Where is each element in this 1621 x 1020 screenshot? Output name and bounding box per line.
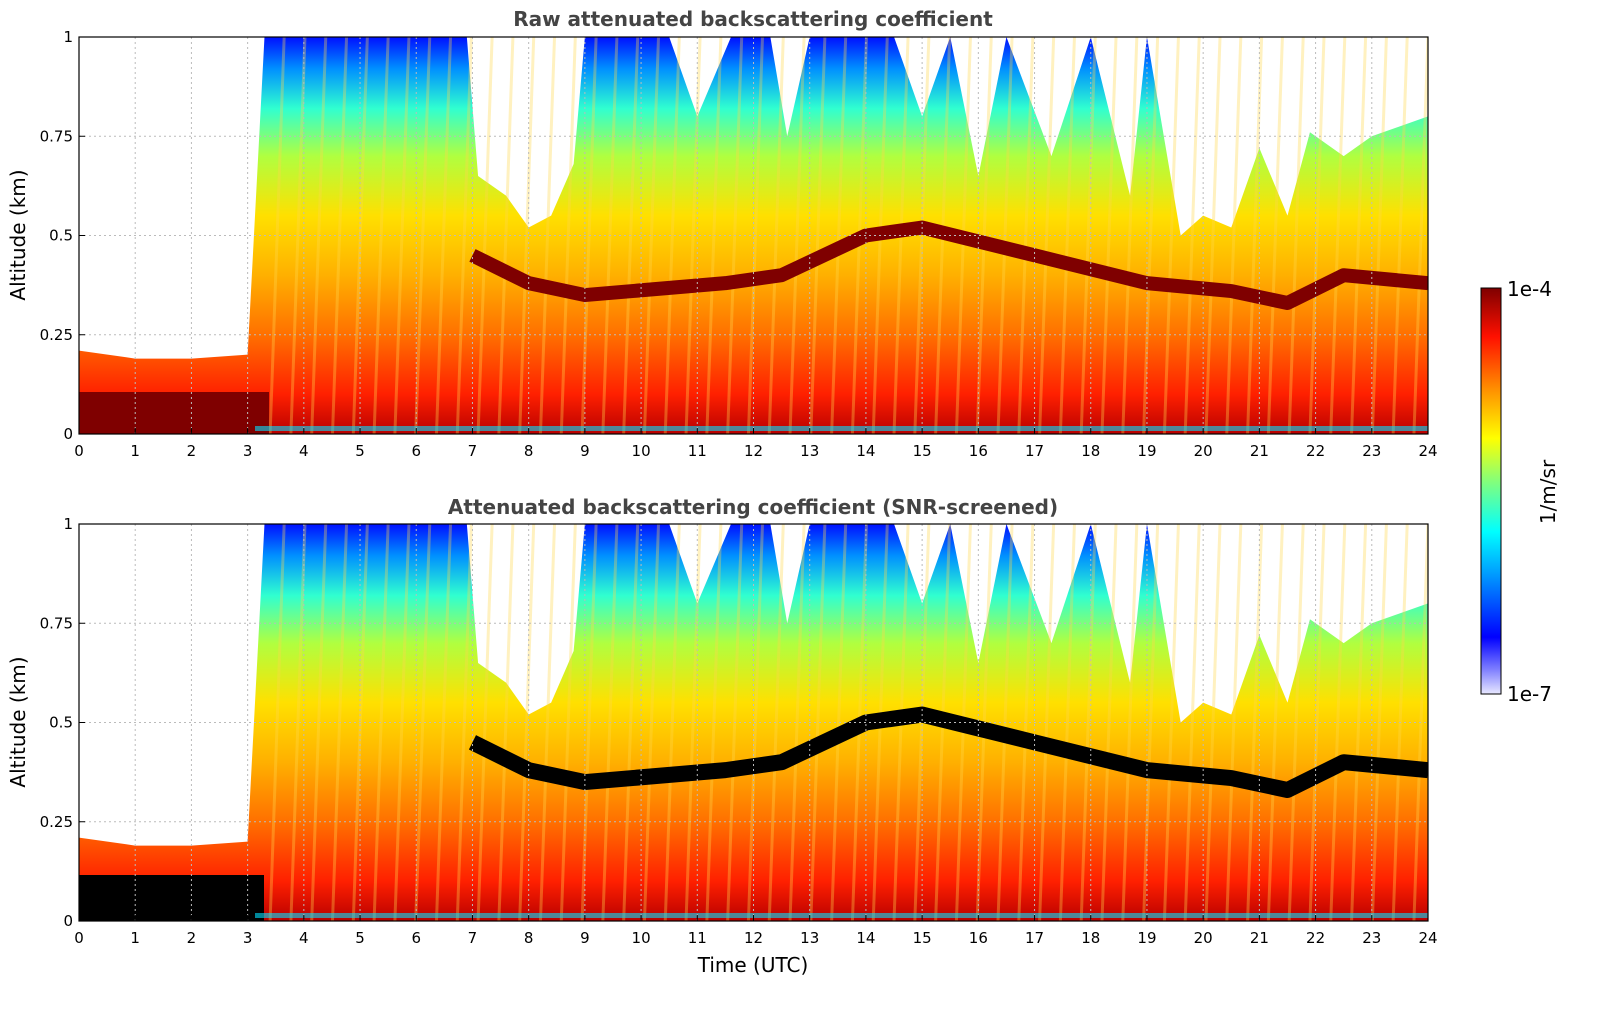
x-axis: 0 1 2 3 4 5 6 7 8 9 10 11 12 13 14 15 16 17 18 19 20 21 22 23 24 <box>74 428 1438 460</box>
ground-noise <box>255 913 1428 918</box>
y-axis: 0 0.25 0.5 0.75 1 <box>40 28 85 443</box>
x-tick-label: 22 <box>1306 442 1325 460</box>
x-tick-label: 21 <box>1250 442 1269 460</box>
x-tick-label: 5 <box>355 929 365 947</box>
x-tick-label: 1 <box>130 929 140 947</box>
y-tick-label: 0.75 <box>40 127 73 145</box>
x-tick-label: 10 <box>632 929 651 947</box>
x-axis: 0 1 2 3 4 5 6 7 8 9 10 11 12 13 14 15 16 17 18 19 20 21 22 23 24 <box>74 915 1438 947</box>
chart-title: Raw attenuated backscattering coefficien… <box>513 7 993 31</box>
x-tick-label: 16 <box>969 929 988 947</box>
x-tick-label: 14 <box>856 929 875 947</box>
x-tick-label: 7 <box>468 929 478 947</box>
x-tick-label: 8 <box>524 929 534 947</box>
x-tick-label: 9 <box>580 442 590 460</box>
y-tick-label: 0 <box>63 912 73 930</box>
x-tick-label: 1 <box>130 442 140 460</box>
x-tick-label: 2 <box>187 929 197 947</box>
x-tick-label: 3 <box>243 929 253 947</box>
x-tick-label: 15 <box>913 442 932 460</box>
y-tick-label: 1 <box>63 28 73 46</box>
colorbar-gradient <box>1480 287 1502 695</box>
x-tick-label: 21 <box>1250 929 1269 947</box>
grid <box>79 37 1428 434</box>
y-tick-label: 0.5 <box>49 227 73 245</box>
screened-surface-band <box>79 875 264 921</box>
x-tick-label: 24 <box>1418 929 1437 947</box>
x-tick-label: 8 <box>524 442 534 460</box>
x-tick-label: 13 <box>800 929 819 947</box>
colorbar-max-label: 1e-4 <box>1507 277 1552 301</box>
x-tick-label: 11 <box>688 929 707 947</box>
grid <box>79 524 1428 921</box>
x-tick-label: 0 <box>74 442 84 460</box>
y-tick-label: 0.75 <box>40 614 73 632</box>
x-tick-label: 12 <box>744 442 763 460</box>
chart-title: Attenuated backscattering coefficient (S… <box>448 495 1058 519</box>
x-tick-label: 23 <box>1362 442 1381 460</box>
x-tick-label: 11 <box>688 442 707 460</box>
x-tick-label: 20 <box>1194 929 1213 947</box>
y-tick-label: 0 <box>63 425 73 443</box>
x-tick-label: 14 <box>856 442 875 460</box>
colorbar-min-label: 1e-7 <box>1507 682 1552 706</box>
x-tick-label: 18 <box>1081 442 1100 460</box>
x-axis-label: Time (UTC) <box>697 953 809 977</box>
raw-backscatter-panel: Raw attenuated backscattering coefficien… <box>6 7 1438 460</box>
x-tick-label: 9 <box>580 929 590 947</box>
x-tick-label: 15 <box>913 929 932 947</box>
x-tick-label: 5 <box>355 442 365 460</box>
x-tick-label: 19 <box>1137 442 1156 460</box>
x-tick-label: 2 <box>187 442 197 460</box>
y-tick-label: 0.5 <box>49 714 73 732</box>
surface-band <box>79 392 269 434</box>
y-tick-label: 1 <box>63 515 73 533</box>
x-tick-label: 4 <box>299 929 309 947</box>
x-tick-label: 20 <box>1194 442 1213 460</box>
x-tick-label: 17 <box>1025 442 1044 460</box>
colorbar: 1e-4 1e-7 1/m/sr <box>1480 277 1560 706</box>
x-tick-label: 3 <box>243 442 253 460</box>
x-tick-label: 6 <box>411 929 421 947</box>
ground-noise <box>255 426 1428 431</box>
y-axis: 0 0.25 0.5 0.75 1 <box>40 515 85 930</box>
y-tick-label: 0.25 <box>40 813 73 831</box>
snr-screened-panel: Attenuated backscattering coefficient (S… <box>6 495 1438 977</box>
x-tick-label: 24 <box>1418 442 1437 460</box>
x-tick-label: 6 <box>411 442 421 460</box>
colorbar-unit-label: 1/m/sr <box>1536 459 1560 524</box>
vertical-stripes <box>268 37 1428 434</box>
x-tick-label: 0 <box>74 929 84 947</box>
y-axis-label: Altitude (km) <box>6 656 30 787</box>
x-tick-label: 13 <box>800 442 819 460</box>
x-tick-label: 17 <box>1025 929 1044 947</box>
y-tick-label: 0.25 <box>40 326 73 344</box>
x-tick-label: 12 <box>744 929 763 947</box>
x-tick-label: 10 <box>632 442 651 460</box>
x-tick-label: 7 <box>468 442 478 460</box>
x-tick-label: 18 <box>1081 929 1100 947</box>
x-tick-label: 19 <box>1137 929 1156 947</box>
x-tick-label: 16 <box>969 442 988 460</box>
x-tick-label: 23 <box>1362 929 1381 947</box>
x-tick-label: 22 <box>1306 929 1325 947</box>
y-axis-label: Altitude (km) <box>6 169 30 300</box>
x-tick-label: 4 <box>299 442 309 460</box>
